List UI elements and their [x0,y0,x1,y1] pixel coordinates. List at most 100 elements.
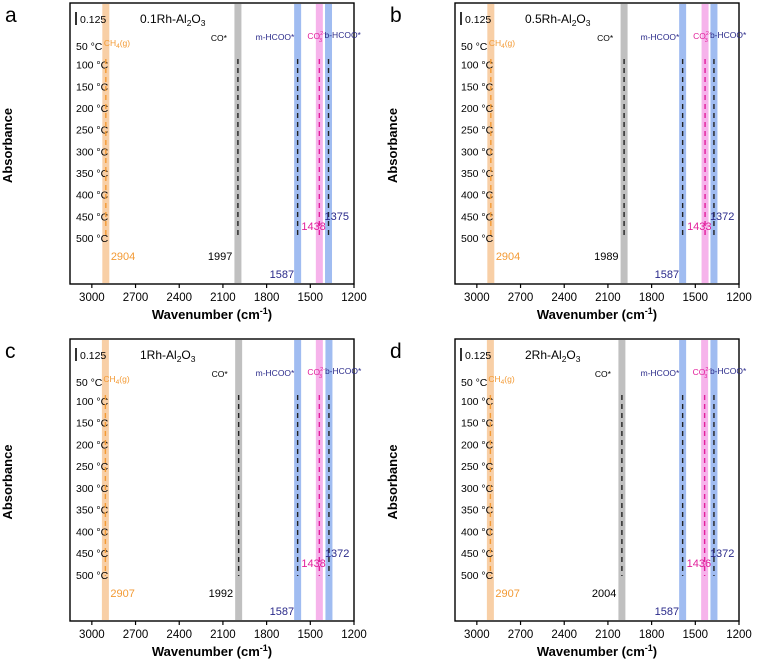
x-tick-label: 1500 [298,292,324,304]
temperature-label: 500 °C [76,570,109,582]
x-tick-label: 2700 [123,292,149,304]
temperature-label: 300 °C [76,146,109,158]
band-label-co3: CO2-3 [307,31,325,44]
x-axis-title: Wavenumber (cm-1) [152,306,272,322]
peak-label-bhcoo: 1372 [710,548,734,560]
band-label-mhcoo: m-HCOO* [641,32,680,42]
scale-bar-label: 0.125 [80,14,106,26]
sample-title: 0.5Rh-Al2O3 [525,12,591,28]
x-tick-label: 3000 [79,292,105,304]
temperature-label: 200 °C [76,439,109,451]
temperature-label: 250 °C [76,125,109,137]
panel-letter: a [5,4,17,27]
temperature-label: 250 °C [76,461,109,473]
panel-letter: c [5,340,16,363]
panel-d: d 50 °C 100 °C 150 °C 200 °C 250 °C 300 °C 350 … [385,339,752,659]
temperature-label: 100 °C [461,60,494,72]
x-tick-label: 3000 [464,629,490,641]
band-label-bhcoo: b-HCOO* [710,30,747,40]
x-tick-label: 2100 [595,292,621,304]
y-axis-title: Absorbance [385,444,400,519]
x-tick-label: 1500 [298,629,324,641]
scale-bar-label: 0.125 [465,14,491,26]
temperature-label: 200 °C [76,103,109,115]
panel-a: a 50 °C 100 °C 150 °C 200 °C 250 °C 300 °C 350 … [0,3,367,322]
x-axis-title: Wavenumber (cm-1) [537,306,657,322]
band-label-co3: CO2-3 [693,367,711,380]
temperature-label: 100 °C [76,60,109,72]
peak-label-bhcoo: 1372 [325,548,349,560]
temperature-label: 50 °C [461,41,488,53]
x-tick-label: 2700 [123,629,149,641]
band-label-co: CO* [211,33,228,43]
temperature-label: 500 °C [461,570,494,582]
x-tick-label: 3000 [79,629,105,641]
band-label-bhcoo: b-HCOO* [325,30,362,40]
x-tick-label: 1800 [254,629,280,641]
x-tick-label: 1200 [726,292,752,304]
peak-label-co3: 1436 [687,558,711,570]
panel-b: b 50 °C 100 °C 150 °C 200 °C 250 °C 300 °C 350 … [385,3,752,322]
peak-label-mhcoo: 1587 [655,606,679,618]
temperature-label: 50 °C [461,377,488,389]
band-label-ch4: CH4(g) [104,38,130,50]
temperature-label: 450 °C [76,211,109,223]
peak-label-co: 1997 [208,251,232,263]
peak-label-bhcoo: 1372 [710,211,734,223]
temperature-label: 100 °C [461,396,494,408]
temperature-label: 150 °C [76,418,109,430]
band-label-co3: CO2-3 [307,367,325,380]
x-tick-label: 1200 [726,629,752,641]
temperature-label: 450 °C [76,548,109,560]
temperature-label: 150 °C [461,418,494,430]
y-axis-title: Absorbance [0,108,15,183]
x-tick-label: 1800 [639,292,665,304]
temperature-label: 400 °C [461,526,494,538]
scale-bar-label: 0.125 [465,350,491,362]
band-label-co: CO* [597,33,614,43]
x-tick-label: 2700 [508,629,534,641]
x-tick-label: 1800 [639,629,665,641]
x-tick-label: 2400 [551,629,577,641]
temperature-label: 150 °C [461,81,494,93]
band-label-bhcoo: b-HCOO* [325,366,362,376]
peak-label-co: 1992 [209,588,233,600]
temperature-label: 350 °C [461,168,494,180]
x-tick-label: 2400 [166,629,192,641]
temperature-label: 400 °C [76,526,109,538]
x-tick-label: 2700 [508,292,534,304]
x-tick-label: 2400 [551,292,577,304]
band-label-ch4: CH4(g) [489,38,515,50]
x-axis-title: Wavenumber (cm-1) [152,643,272,659]
peak-label-co3: 1433 [687,221,711,233]
band-label-bhcoo: b-HCOO* [710,366,747,376]
peak-label-mhcoo: 1587 [270,606,294,618]
temperature-label: 150 °C [76,81,109,93]
peak-label-co: 2004 [592,588,616,600]
x-tick-label: 2100 [595,629,621,641]
temperature-label: 200 °C [461,439,494,451]
peak-label-co3: 1438 [301,558,325,570]
x-tick-label: 2400 [166,292,192,304]
band-label-ch4: CH4(g) [103,374,129,386]
peak-label-co: 1989 [594,251,618,263]
x-tick-label: 1200 [341,292,367,304]
temperature-label: 250 °C [461,125,494,137]
temperature-label: 300 °C [76,483,109,495]
panel-c: c 50 °C 100 °C 150 °C 200 °C 250 °C 300 °C 350 … [0,339,367,659]
sample-title: 2Rh-Al2O3 [525,348,581,364]
band-label-co: CO* [212,369,229,379]
plot-frame [69,2,355,285]
peak-label-ch4: 2904 [496,251,520,263]
temperature-label: 350 °C [76,505,109,517]
x-tick-label: 1500 [683,629,709,641]
temperature-label: 400 °C [461,190,494,202]
temperature-label: 450 °C [461,548,494,560]
y-axis-title: Absorbance [385,108,400,183]
temperature-label: 300 °C [461,146,494,158]
peak-label-mhcoo: 1587 [655,269,679,281]
temperature-label: 50 °C [76,377,103,389]
peak-label-ch4: 2907 [110,588,134,600]
